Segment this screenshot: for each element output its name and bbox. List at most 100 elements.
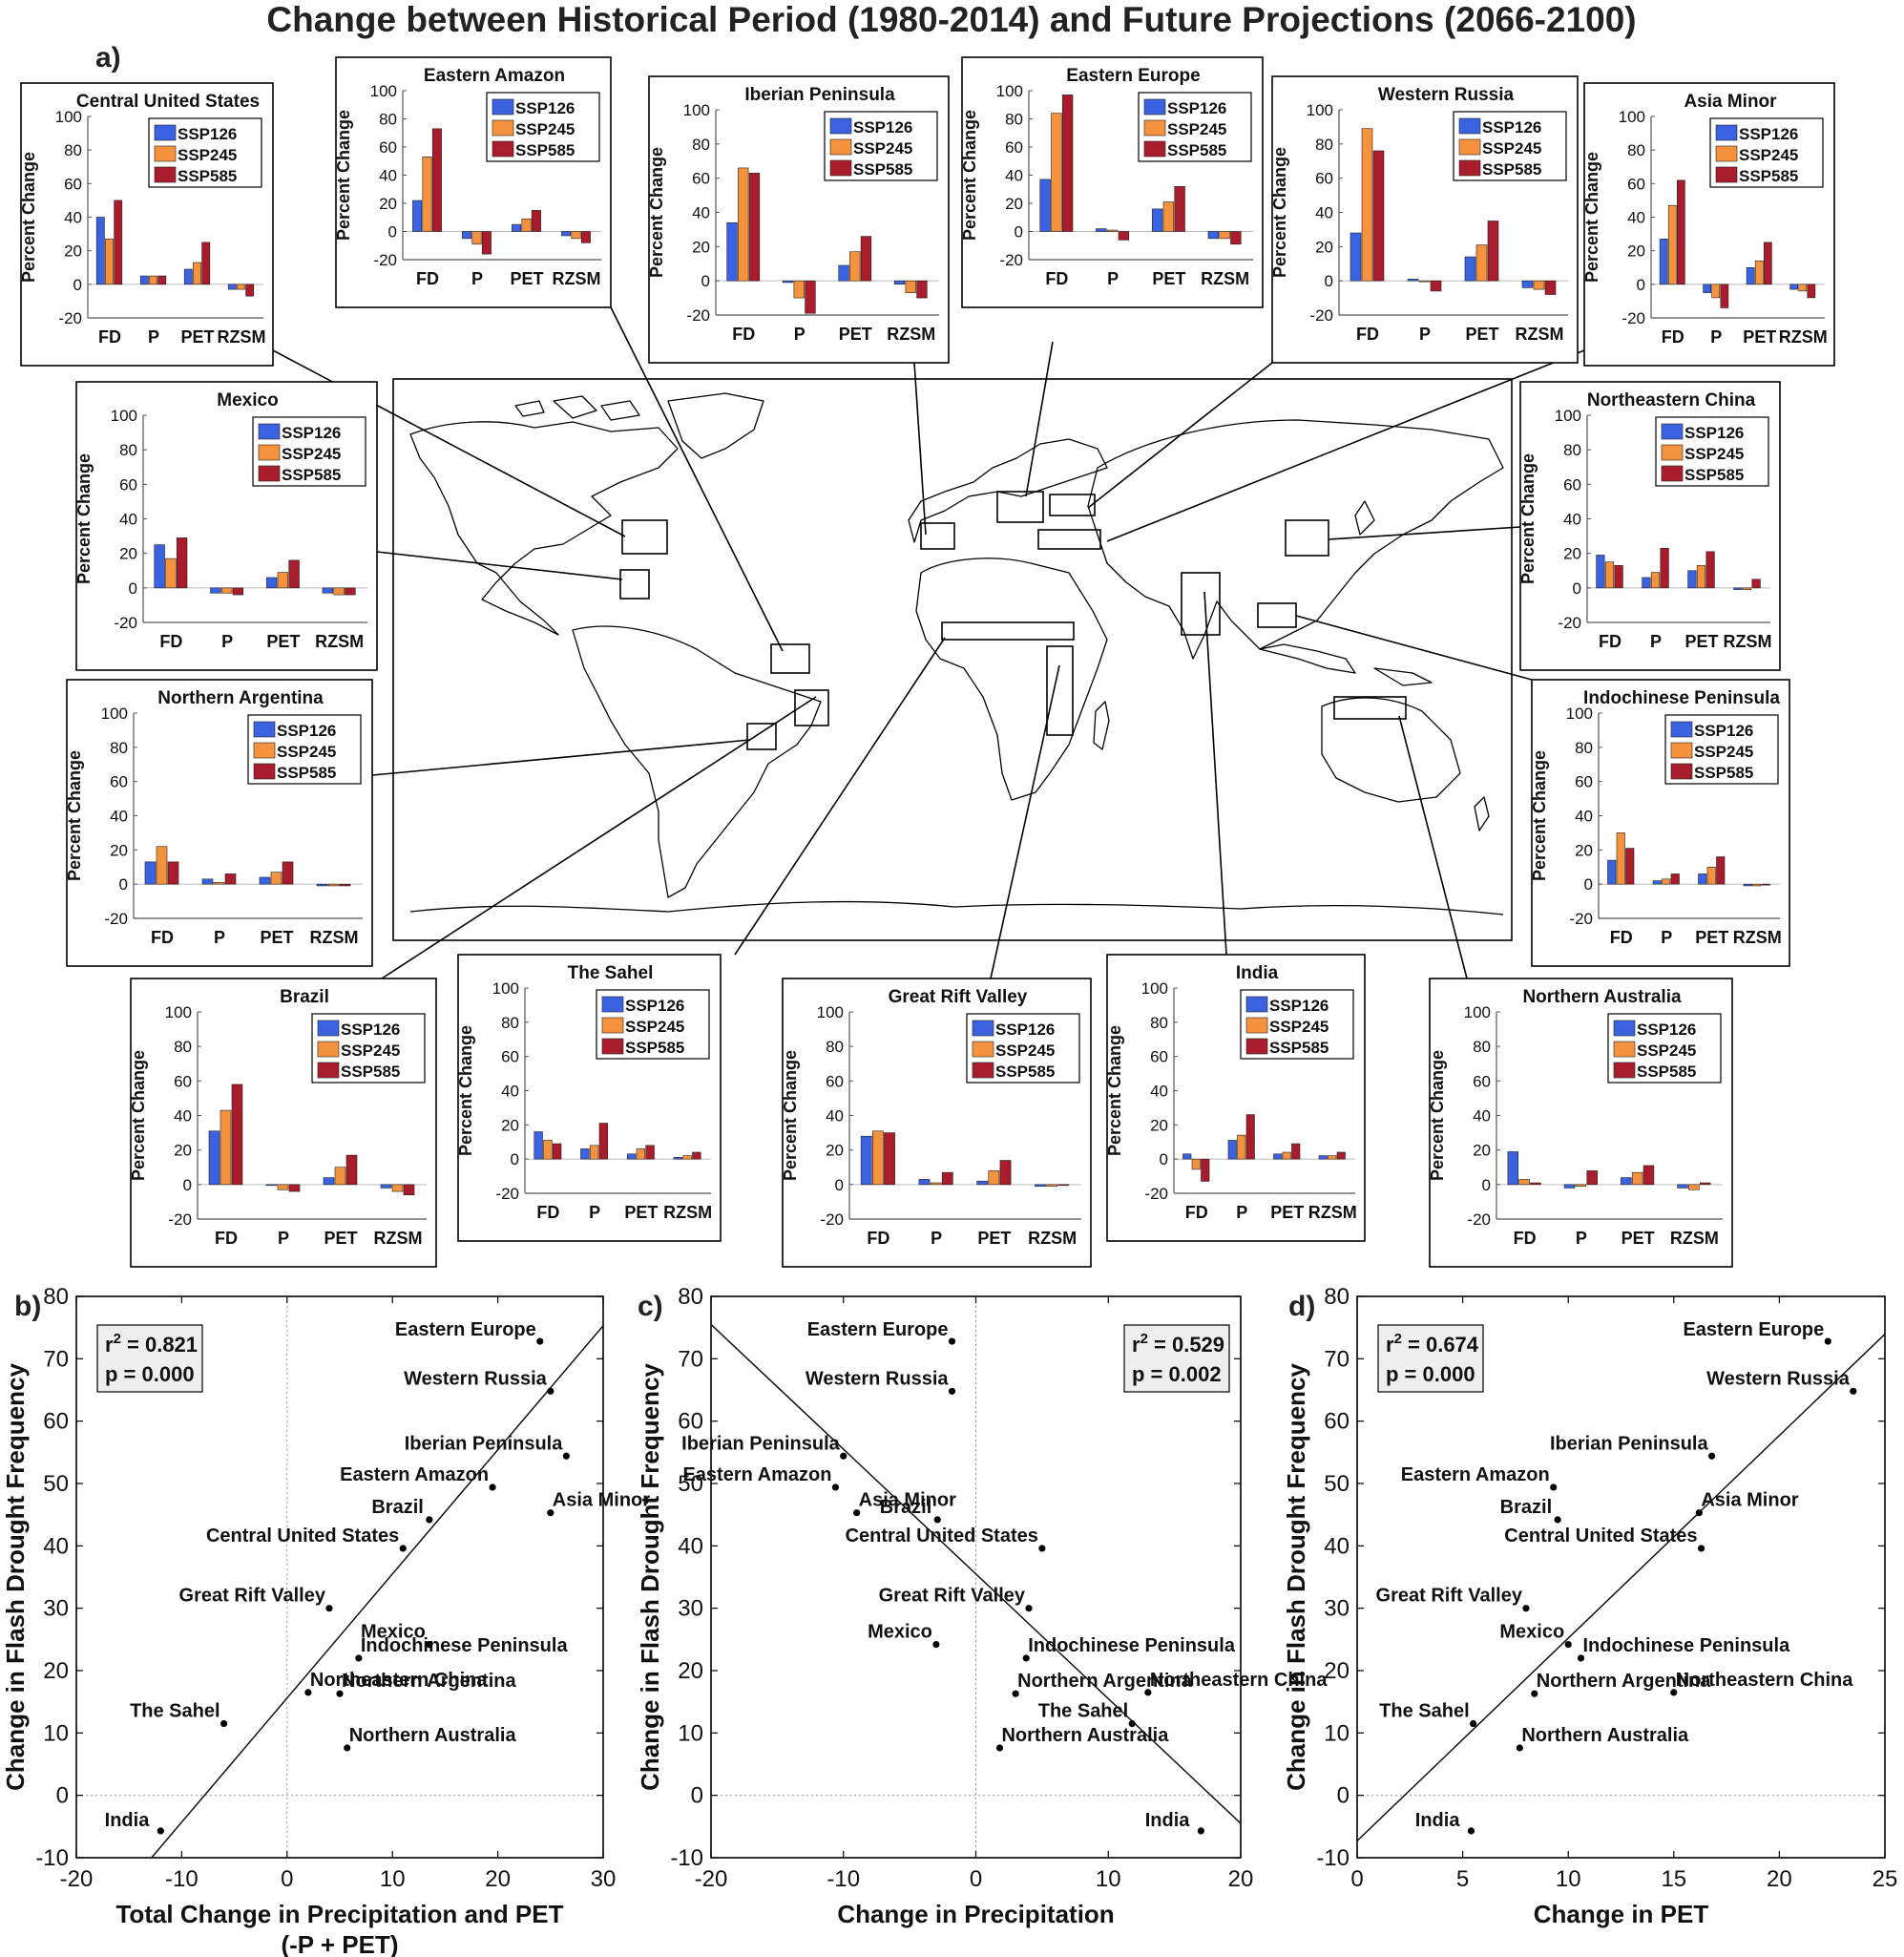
scatter-point-northern-australia bbox=[1516, 1744, 1523, 1752]
y-tick-label: 60 bbox=[1150, 1048, 1168, 1066]
legend-swatch-ssp245 bbox=[972, 1041, 994, 1058]
scatter-point-eastern-europe bbox=[948, 1337, 956, 1345]
x-tick-label: -20 bbox=[695, 1866, 728, 1892]
bar-great-rift-valley-pet-ssp245 bbox=[988, 1170, 1000, 1186]
bar-central-united-states-fd-ssp585 bbox=[114, 200, 123, 285]
bar-great-rift-valley-rzsm-ssp245 bbox=[1046, 1184, 1058, 1187]
category-label-rzsm: RZSM bbox=[1670, 1229, 1719, 1248]
scatter-point-northeastern-china bbox=[304, 1689, 312, 1696]
legend-swatch-ssp585 bbox=[1458, 159, 1481, 177]
coast-indonesia bbox=[1259, 643, 1433, 686]
y-tick-label: -20 bbox=[104, 910, 128, 928]
legend-label-ssp126: SSP126 bbox=[853, 118, 912, 137]
region-box-central-united-states bbox=[621, 519, 668, 555]
bar-eastern-europe-p-ssp245 bbox=[1106, 229, 1119, 232]
scatter-point-northern-argentina bbox=[1531, 1690, 1538, 1697]
y-tick-label: 20 bbox=[501, 1116, 519, 1134]
category-label-p: P bbox=[221, 632, 233, 651]
bar-northeastern-china-pet-ssp585 bbox=[1705, 551, 1715, 589]
legend-swatch-ssp585 bbox=[972, 1062, 994, 1079]
legend-label-ssp585: SSP585 bbox=[1167, 141, 1226, 159]
bar-great-rift-valley-p-ssp245 bbox=[930, 1182, 942, 1186]
r-superscript: 2 bbox=[1394, 1331, 1402, 1347]
legend-swatch-ssp585 bbox=[1661, 465, 1684, 482]
point-label-central-united-states: Central United States bbox=[206, 1526, 399, 1547]
y-tick-label: 80 bbox=[64, 141, 82, 159]
y-axis-label: Percent Change bbox=[1530, 750, 1549, 881]
legend-label-ssp245: SSP245 bbox=[1684, 445, 1744, 463]
y-tick-label: 20 bbox=[174, 1142, 192, 1160]
y-axis-label: Change in Flash Drought Frequency bbox=[1, 1363, 30, 1791]
category-label-pet: PET bbox=[266, 632, 300, 651]
bar-chart-title: Mexico bbox=[217, 390, 278, 410]
bar-chart-title: Northern Argentina bbox=[157, 688, 324, 708]
bar-iberian-peninsula-fd-ssp126 bbox=[726, 221, 738, 282]
bar-central-united-states-rzsm-ssp585 bbox=[245, 284, 255, 297]
point-label-western-russia: Western Russia bbox=[806, 1368, 950, 1389]
bar-indochinese-peninsula-p-ssp245 bbox=[1662, 878, 1671, 885]
legend-label-ssp126: SSP126 bbox=[1684, 424, 1744, 442]
y-tick-label: 20 bbox=[826, 1142, 844, 1160]
bar-the-sahel-rzsm-ssp126 bbox=[673, 1157, 683, 1160]
point-label-eastern-europe: Eastern Europe bbox=[807, 1319, 949, 1340]
x-axis-label: Change in Precipitation bbox=[837, 1900, 1114, 1928]
bar-asia-minor-p-ssp585 bbox=[1720, 284, 1729, 308]
bar-india-pet-ssp585 bbox=[1291, 1143, 1301, 1160]
scatter-point-the-sahel bbox=[220, 1719, 228, 1728]
scatter-point-mexico bbox=[426, 1640, 433, 1649]
y-tick-label: -20 bbox=[168, 1210, 192, 1229]
point-label-asia-minor: Asia Minor bbox=[553, 1490, 650, 1511]
region-boxes bbox=[619, 491, 1407, 750]
bar-great-rift-valley-fd-ssp245 bbox=[871, 1130, 884, 1186]
y-tick-label: -20 bbox=[1569, 910, 1593, 928]
region-box-mexico bbox=[619, 569, 650, 600]
bar-northern-australia-rzsm-ssp126 bbox=[1677, 1184, 1688, 1189]
y-tick-label: 40 bbox=[110, 808, 128, 826]
bar-brazil-p-ssp245 bbox=[277, 1184, 289, 1190]
y-tick-label: 80 bbox=[110, 739, 128, 757]
point-label-indochinese-peninsula: Indochinese Peninsula bbox=[1582, 1635, 1790, 1656]
y-tick-label: 60 bbox=[1324, 1409, 1350, 1435]
legend-label-ssp245: SSP245 bbox=[341, 1042, 400, 1060]
y-tick-label: 0 bbox=[691, 1783, 703, 1809]
bar-northern-argentina-pet-ssp245 bbox=[270, 872, 282, 885]
regional-bar-charts: Central United States -20 0 20 40 60 80 100 Perc… bbox=[19, 56, 1835, 1268]
stats-box bbox=[1377, 1324, 1484, 1393]
legend-label-ssp245: SSP245 bbox=[1482, 139, 1541, 158]
y-tick-label: 10 bbox=[43, 1720, 69, 1746]
legend-label-ssp245: SSP245 bbox=[1167, 120, 1226, 138]
bar-northern-argentina-rzsm-ssp585 bbox=[339, 883, 351, 887]
y-tick-label: 40 bbox=[678, 1533, 703, 1559]
legend-label-ssp245: SSP245 bbox=[282, 445, 341, 463]
r-symbol: r bbox=[1132, 1333, 1140, 1357]
bar-the-sahel-pet-ssp126 bbox=[626, 1153, 637, 1160]
y-axis-label: Percent Change bbox=[1518, 453, 1538, 584]
y-tick-label: 40 bbox=[119, 511, 137, 529]
p-value-text: p = 0.000 bbox=[105, 1362, 195, 1386]
r-symbol: r bbox=[1386, 1333, 1394, 1357]
bar-great-rift-valley-fd-ssp126 bbox=[860, 1135, 872, 1186]
legend-label-ssp585: SSP585 bbox=[178, 167, 237, 185]
y-axis-label: Percent Change bbox=[647, 147, 666, 278]
y-tick-label: 80 bbox=[1563, 441, 1581, 459]
y-tick-label: 70 bbox=[43, 1346, 69, 1372]
y-tick-label: 40 bbox=[501, 1083, 519, 1101]
y-tick-label: -20 bbox=[495, 1185, 519, 1203]
legend-label-ssp585: SSP585 bbox=[995, 1063, 1055, 1081]
legend-swatch-ssp126 bbox=[1715, 124, 1738, 141]
category-label-p: P bbox=[931, 1229, 942, 1248]
y-tick-label: 40 bbox=[1315, 204, 1333, 222]
y-tick-label: 40 bbox=[1575, 808, 1593, 826]
point-label-asia-minor: Asia Minor bbox=[859, 1490, 956, 1511]
point-label-central-united-states: Central United States bbox=[1504, 1526, 1697, 1547]
y-tick-label: 60 bbox=[1563, 475, 1581, 494]
y-tick-label: 0 bbox=[1325, 272, 1333, 290]
bar-chart-title: Eastern Amazon bbox=[424, 66, 565, 86]
coast-new-zealand bbox=[1474, 796, 1490, 831]
bar-asia-minor-p-ssp245 bbox=[1711, 284, 1721, 299]
bar-great-rift-valley-pet-ssp126 bbox=[976, 1180, 989, 1186]
y-tick-label: 20 bbox=[110, 841, 128, 859]
y-tick-label: 40 bbox=[1005, 167, 1023, 185]
bar-northern-australia-p-ssp126 bbox=[1563, 1184, 1576, 1189]
